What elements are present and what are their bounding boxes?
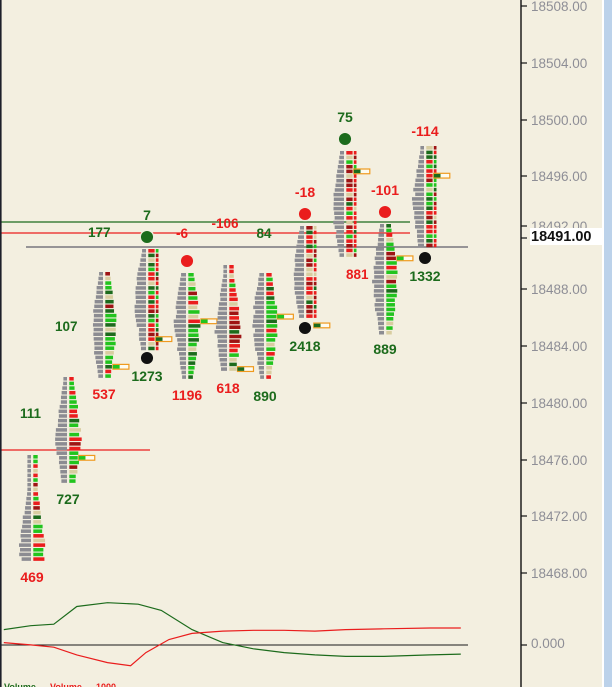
svg-text:1000: 1000 bbox=[96, 682, 116, 687]
svg-text:1196: 1196 bbox=[172, 387, 203, 403]
svg-text:7: 7 bbox=[143, 207, 151, 223]
svg-text:18468.00: 18468.00 bbox=[531, 566, 587, 581]
svg-text:889: 889 bbox=[373, 341, 397, 357]
svg-text:111: 111 bbox=[20, 406, 42, 421]
svg-text:18488.00: 18488.00 bbox=[531, 282, 587, 297]
svg-text:18508.00: 18508.00 bbox=[531, 0, 587, 14]
svg-text:Volume: Volume bbox=[4, 682, 36, 687]
svg-text:177: 177 bbox=[88, 225, 111, 240]
svg-text:1273: 1273 bbox=[131, 368, 162, 384]
svg-text:18480.00: 18480.00 bbox=[531, 396, 587, 411]
svg-text:18496.00: 18496.00 bbox=[531, 169, 587, 184]
svg-text:727: 727 bbox=[56, 491, 80, 507]
svg-text:1332: 1332 bbox=[409, 268, 440, 284]
svg-text:0.000: 0.000 bbox=[531, 636, 565, 651]
svg-text:469: 469 bbox=[20, 569, 44, 585]
svg-text:Volume: Volume bbox=[50, 682, 82, 687]
svg-text:-114: -114 bbox=[411, 123, 438, 139]
svg-text:107: 107 bbox=[55, 319, 78, 334]
svg-text:-106: -106 bbox=[211, 216, 239, 231]
svg-text:618: 618 bbox=[216, 380, 240, 396]
svg-text:18504.00: 18504.00 bbox=[531, 56, 587, 71]
svg-text:2418: 2418 bbox=[289, 338, 320, 354]
svg-text:18500.00: 18500.00 bbox=[531, 113, 587, 128]
svg-text:890: 890 bbox=[253, 388, 277, 404]
svg-text:537: 537 bbox=[92, 386, 116, 402]
svg-text:84: 84 bbox=[256, 226, 272, 241]
svg-text:18472.00: 18472.00 bbox=[531, 509, 587, 524]
svg-text:18491.00: 18491.00 bbox=[531, 229, 591, 245]
svg-text:-18: -18 bbox=[295, 184, 315, 200]
svg-text:881: 881 bbox=[346, 267, 369, 282]
svg-text:18476.00: 18476.00 bbox=[531, 453, 587, 468]
svg-text:18484.00: 18484.00 bbox=[531, 339, 587, 354]
svg-text:-6: -6 bbox=[176, 226, 188, 241]
svg-text:75: 75 bbox=[337, 109, 353, 125]
svg-text:-101: -101 bbox=[371, 182, 399, 198]
